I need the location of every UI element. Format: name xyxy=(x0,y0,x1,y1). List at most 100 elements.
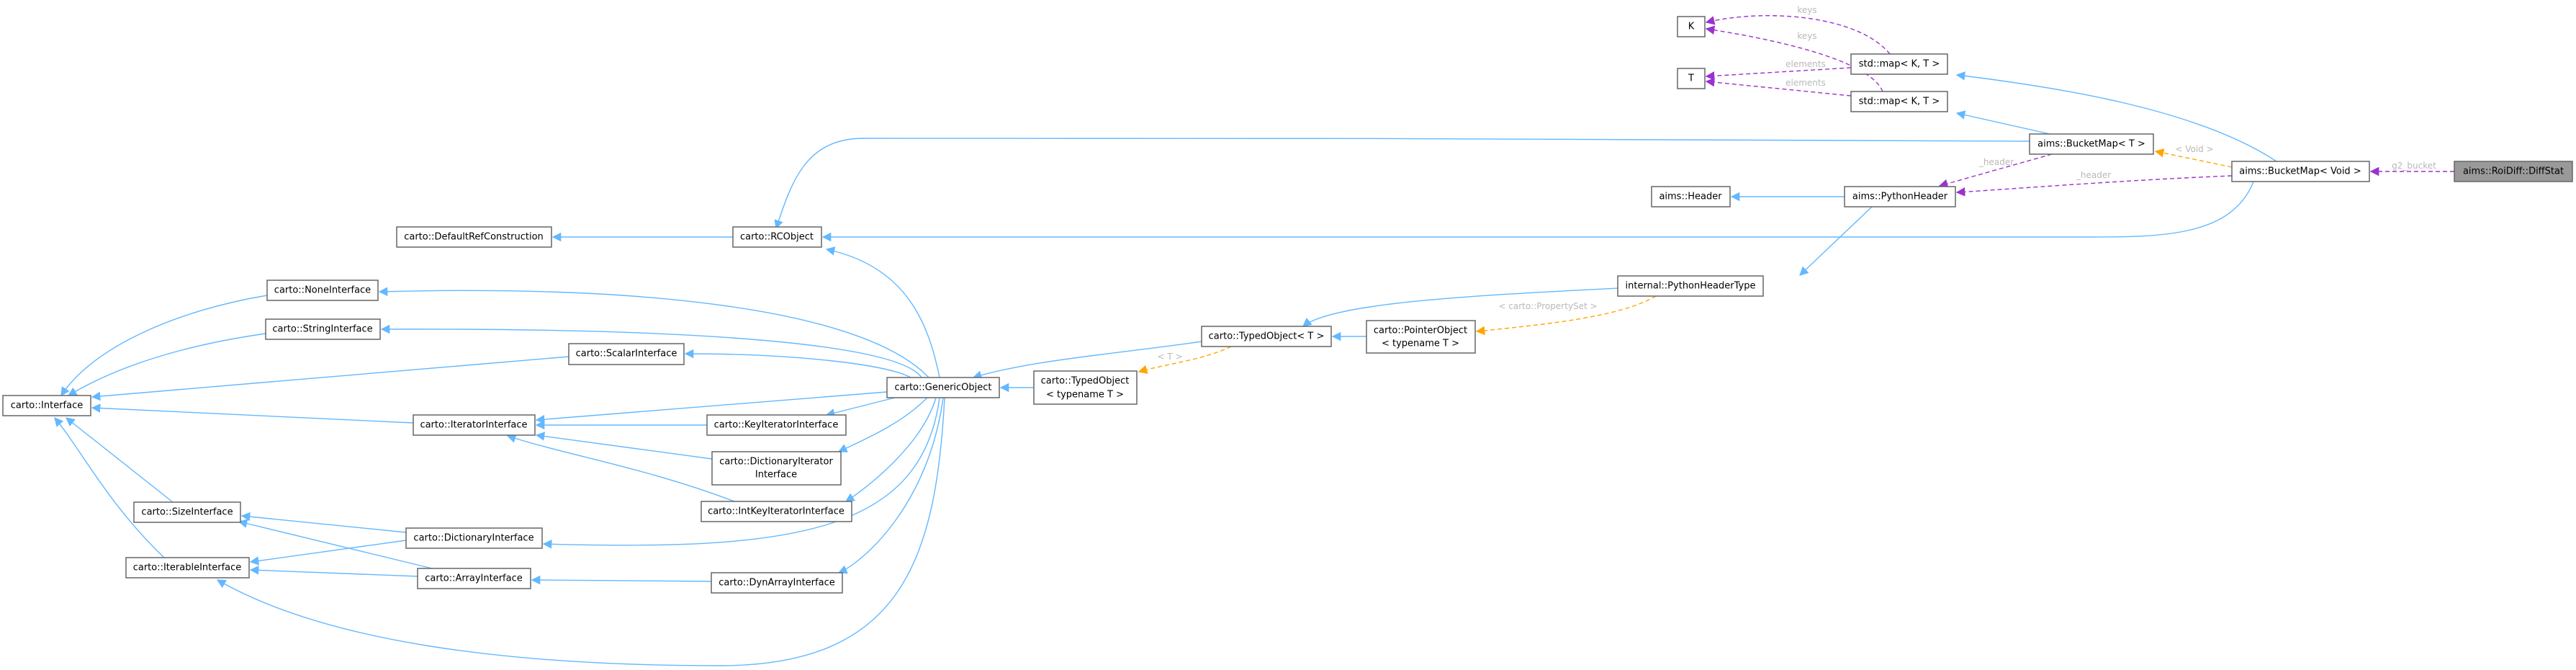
node-label: carto::NoneInterface xyxy=(274,285,371,296)
node-std-map-2[interactable]: std::map< K, T > xyxy=(1850,91,1948,112)
node-intkey-iterator-interface[interactable]: carto::IntKeyIteratorInterface xyxy=(701,501,852,522)
node-label: aims::BucketMap< Void > xyxy=(2239,166,2361,177)
node-k[interactable]: K xyxy=(1677,16,1706,37)
node-interface[interactable]: carto::Interface xyxy=(2,395,91,416)
node-label: carto::DictionaryIterator xyxy=(719,457,833,468)
node-label: aims::Header xyxy=(1659,192,1722,202)
node-aims-header[interactable]: aims::Header xyxy=(1651,186,1731,207)
node-label: aims::PythonHeader xyxy=(1852,192,1948,202)
node-label: carto::ScalarInterface xyxy=(576,349,677,359)
edge-label-header: _header xyxy=(1978,157,2014,167)
node-label: aims::RoiDiff::DiffStat xyxy=(2463,166,2564,177)
edge-label-elements: elements xyxy=(1785,78,1826,88)
edge-size-interface xyxy=(66,417,174,503)
node-pointer-object[interactable]: carto::PointerObject< typename T > xyxy=(1366,320,1476,354)
edge-array-iterable xyxy=(249,566,418,577)
node-label: carto::SizeInterface xyxy=(141,507,233,518)
nodes: K T std::map< K, T > std::map< K, T > ai… xyxy=(2,16,2573,594)
edge-bucketmapt-rcobject xyxy=(774,138,2030,230)
node-bucketmap-void[interactable]: aims::BucketMap< Void > xyxy=(2231,161,2370,182)
edge-genericobject-dictiterator xyxy=(837,397,928,452)
node-label: carto::DefaultRefConstruction xyxy=(404,232,544,243)
edge-genericobject-scalar xyxy=(684,349,911,378)
edge-dynarray-array xyxy=(531,575,712,585)
node-typed-object-t[interactable]: carto::TypedObject< T > xyxy=(1201,326,1332,347)
edge-label-header: _header xyxy=(2076,170,2111,180)
node-label: internal::PythonHeaderType xyxy=(1626,281,1756,292)
node-label: carto::IntKeyIteratorInterface xyxy=(708,506,845,517)
node-label: < typename T > xyxy=(1382,339,1459,349)
edge-label-void: < Void > xyxy=(2175,144,2213,154)
edge-label-keys: keys xyxy=(1797,5,1816,15)
node-t[interactable]: T xyxy=(1677,68,1706,89)
node-dynarray-interface[interactable]: carto::DynArrayInterface xyxy=(711,572,843,594)
node-rcobject[interactable]: carto::RCObject xyxy=(732,226,822,248)
edge-intkey-iterator xyxy=(506,434,735,502)
edge-genericobject-dynarray xyxy=(837,397,944,574)
edge-bucketmapvoid-rcobject xyxy=(821,181,2254,242)
node-iterator-interface[interactable]: carto::IteratorInterface xyxy=(413,414,536,436)
edge-pythonheader-pythonheadertype xyxy=(1799,206,1873,276)
node-label: carto::ArrayInterface xyxy=(425,573,522,584)
edge-genericobject-rcobject xyxy=(825,246,940,378)
node-std-map-1[interactable]: std::map< K, T > xyxy=(1850,53,1948,75)
edge-map1-k xyxy=(1705,15,1891,55)
edge-array-size xyxy=(238,519,433,569)
edge-label-g2-bucket: g2_bucket xyxy=(2392,161,2436,171)
node-label: carto::IterableInterface xyxy=(133,563,242,573)
edge-labels: keys keys elements elements < Void > _he… xyxy=(1157,5,2436,362)
node-label: < typename T > xyxy=(1046,390,1124,401)
node-label: carto::TypedObject< T > xyxy=(1209,331,1325,342)
node-scalar-interface[interactable]: carto::ScalarInterface xyxy=(568,343,685,365)
node-none-interface[interactable]: carto::NoneInterface xyxy=(266,280,379,301)
node-string-interface[interactable]: carto::StringInterface xyxy=(265,318,381,340)
edge-label-property-set: < carto::PropertySet > xyxy=(1498,301,1597,311)
node-dictionary-interface[interactable]: carto::DictionaryInterface xyxy=(405,527,543,549)
node-generic-object[interactable]: carto::GenericObject xyxy=(886,377,1000,398)
node-label: Interface xyxy=(755,470,797,481)
node-diffstat[interactable]: aims::RoiDiff::DiffStat xyxy=(2454,161,2573,182)
edge-bucketmapvoid-map1 xyxy=(1955,71,2277,162)
edge-label-keys: keys xyxy=(1797,31,1816,41)
edge-map2-t xyxy=(1705,77,1852,97)
node-key-iterator-interface[interactable]: carto::KeyIteratorInterface xyxy=(706,414,847,436)
edge-genericobject-iterable xyxy=(216,397,945,666)
node-label: std::map< K, T > xyxy=(1859,97,1940,107)
edge-bucketmapvoid-bucketmapt xyxy=(2154,148,2233,168)
edge-dictionary-size xyxy=(240,512,407,533)
edge-map1-t xyxy=(1705,67,1852,81)
edge-string-interface xyxy=(67,333,266,396)
edge-bucketmapt-map2 xyxy=(1955,110,2050,135)
edge-pythonheadertype-pointerobject xyxy=(1475,295,1657,336)
node-array-interface[interactable]: carto::ArrayInterface xyxy=(417,568,531,589)
node-label: T xyxy=(1688,73,1694,84)
edge-genericobject-none xyxy=(378,287,929,378)
node-typed-object-typename[interactable]: carto::TypedObject< typename T > xyxy=(1033,370,1138,405)
edge-genericobject-string xyxy=(380,324,922,378)
node-label: aims::BucketMap< T > xyxy=(2037,139,2145,150)
edges xyxy=(54,15,2454,666)
edge-dictiterator-iterator xyxy=(535,432,713,460)
edge-iterator-interface xyxy=(91,403,414,424)
edge-typedobjectt-genericobject xyxy=(972,341,1202,380)
edge-genericobject-keyiterator xyxy=(825,397,896,418)
edge-none-interface xyxy=(60,295,268,397)
node-label: carto::IteratorInterface xyxy=(420,420,527,431)
edge-label-elements: elements xyxy=(1785,59,1826,69)
node-label: carto::Interface xyxy=(11,401,83,411)
node-iterable-interface[interactable]: carto::IterableInterface xyxy=(125,557,250,579)
node-label: K xyxy=(1688,22,1695,32)
node-default-ref-construction[interactable]: carto::DefaultRefConstruction xyxy=(396,226,552,248)
node-bucketmap-t[interactable]: aims::BucketMap< T > xyxy=(2029,133,2154,155)
node-label: carto::StringInterface xyxy=(272,324,372,335)
node-label: carto::DictionaryInterface xyxy=(413,533,533,544)
node-python-header[interactable]: aims::PythonHeader xyxy=(1844,186,1956,207)
node-python-header-type[interactable]: internal::PythonHeaderType xyxy=(1617,275,1764,297)
edge-genericobject-dictionary xyxy=(542,397,940,549)
edge-label-t: < T > xyxy=(1157,352,1182,362)
node-size-interface[interactable]: carto::SizeInterface xyxy=(133,501,241,523)
edge-scalar-interface xyxy=(91,356,569,401)
node-label: carto::TypedObject xyxy=(1041,376,1130,387)
